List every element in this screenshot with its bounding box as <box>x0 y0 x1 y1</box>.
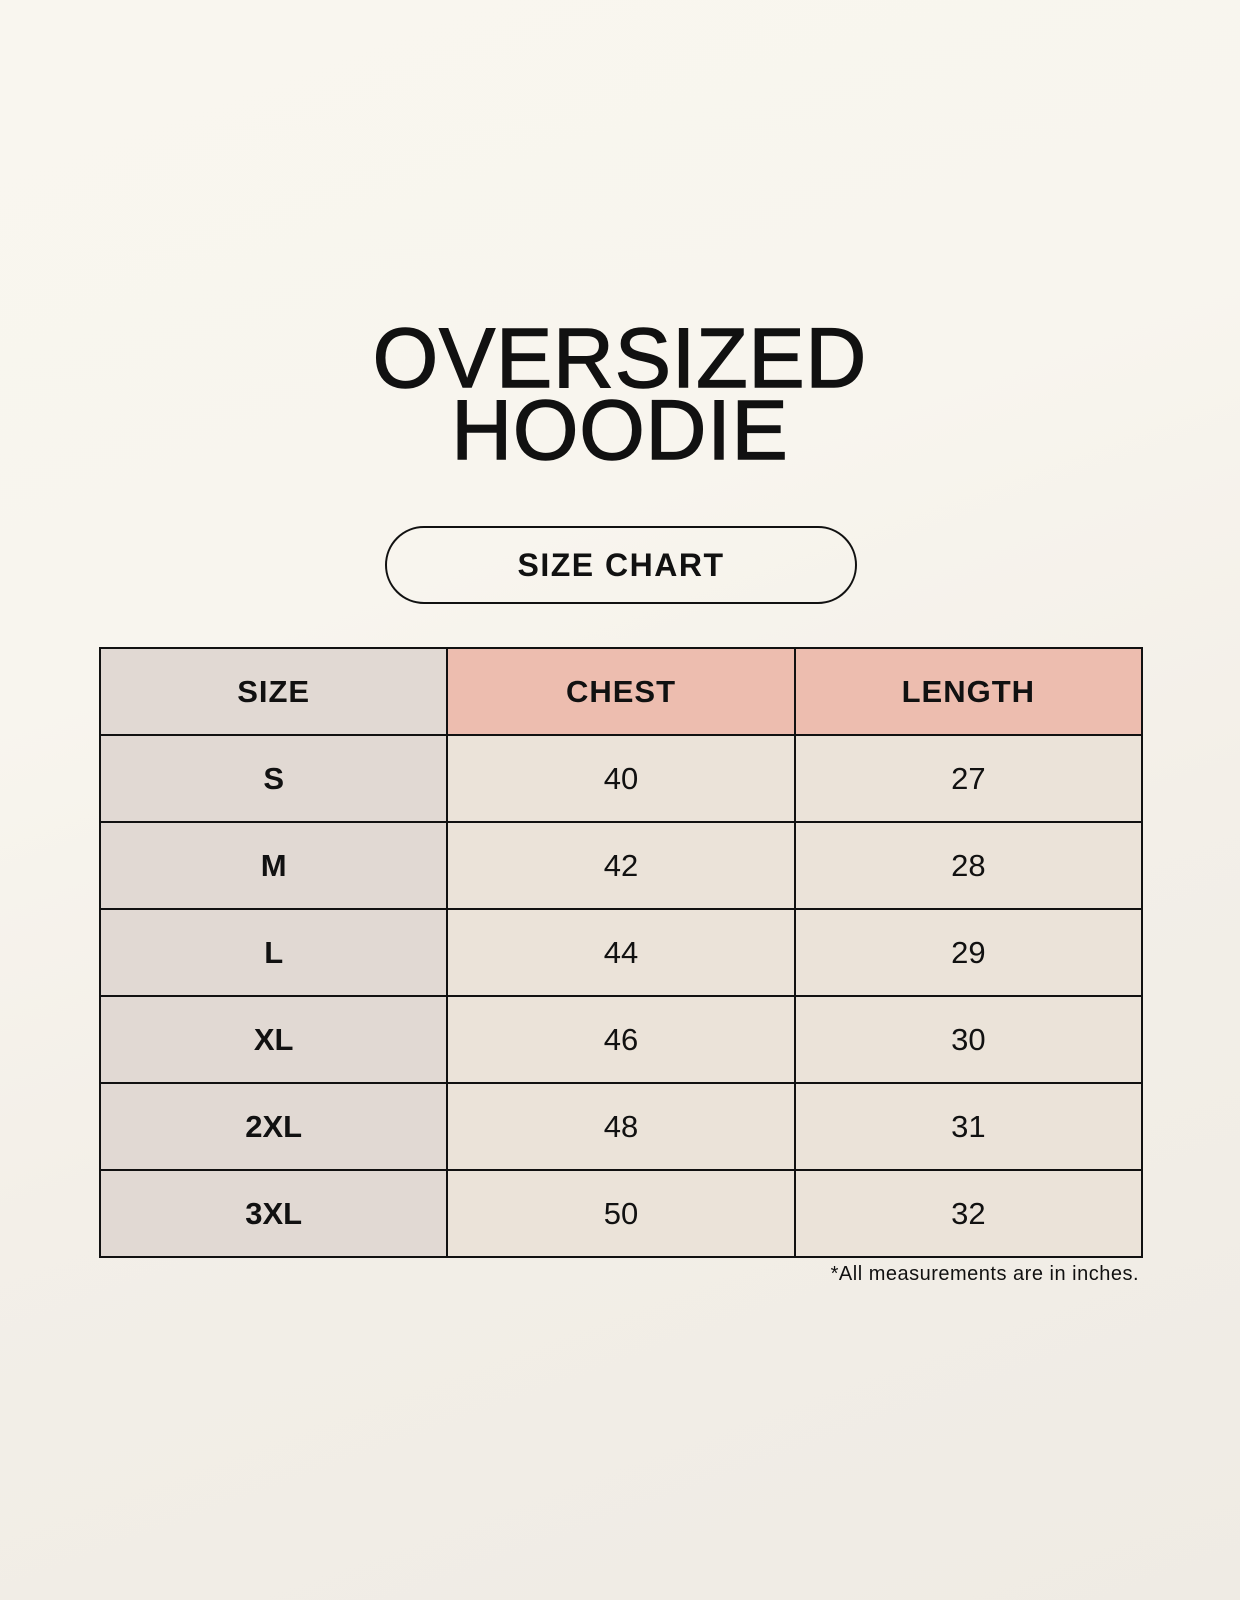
table-row: 2XL 48 31 <box>98 1082 1144 1171</box>
title-line-1: OVERSIZED <box>372 311 868 405</box>
length-cell: 28 <box>793 821 1144 910</box>
length-cell: 31 <box>793 1082 1144 1171</box>
size-cell: XL <box>98 995 449 1084</box>
header-length: LENGTH <box>793 647 1144 736</box>
chest-cell: 42 <box>446 821 796 910</box>
chest-cell: 44 <box>446 908 796 997</box>
length-cell: 32 <box>793 1169 1144 1258</box>
table-header-row: SIZE CHEST LENGTH <box>98 647 1144 736</box>
chest-cell: 50 <box>446 1169 796 1258</box>
chest-cell: 48 <box>446 1082 796 1171</box>
table-row: XL 46 30 <box>98 995 1144 1084</box>
size-chart-label: SIZE CHART <box>385 526 857 604</box>
header-chest: CHEST <box>446 647 796 736</box>
table-row: S 40 27 <box>98 734 1144 823</box>
footnote: *All measurements are in inches. <box>830 1263 1139 1285</box>
length-cell: 30 <box>793 995 1144 1084</box>
size-cell: L <box>98 908 449 997</box>
chest-cell: 40 <box>446 734 796 823</box>
size-cell: S <box>98 734 449 823</box>
header-size: SIZE <box>98 647 449 736</box>
size-cell: M <box>98 821 449 910</box>
table-row: 3XL 50 32 <box>98 1169 1144 1258</box>
page-title: OVERSIZED HOODIE <box>0 311 1240 477</box>
chest-cell: 46 <box>446 995 796 1084</box>
title-line-2: HOODIE <box>451 383 789 477</box>
length-cell: 27 <box>793 734 1144 823</box>
table-row: L 44 29 <box>98 908 1144 997</box>
size-cell: 3XL <box>98 1169 449 1258</box>
table-row: M 42 28 <box>98 821 1144 910</box>
size-table: SIZE CHEST LENGTH S 40 27 M 42 28 L 44 29 XL 46 30 2… <box>98 647 1144 1258</box>
size-cell: 2XL <box>98 1082 449 1171</box>
length-cell: 29 <box>793 908 1144 997</box>
